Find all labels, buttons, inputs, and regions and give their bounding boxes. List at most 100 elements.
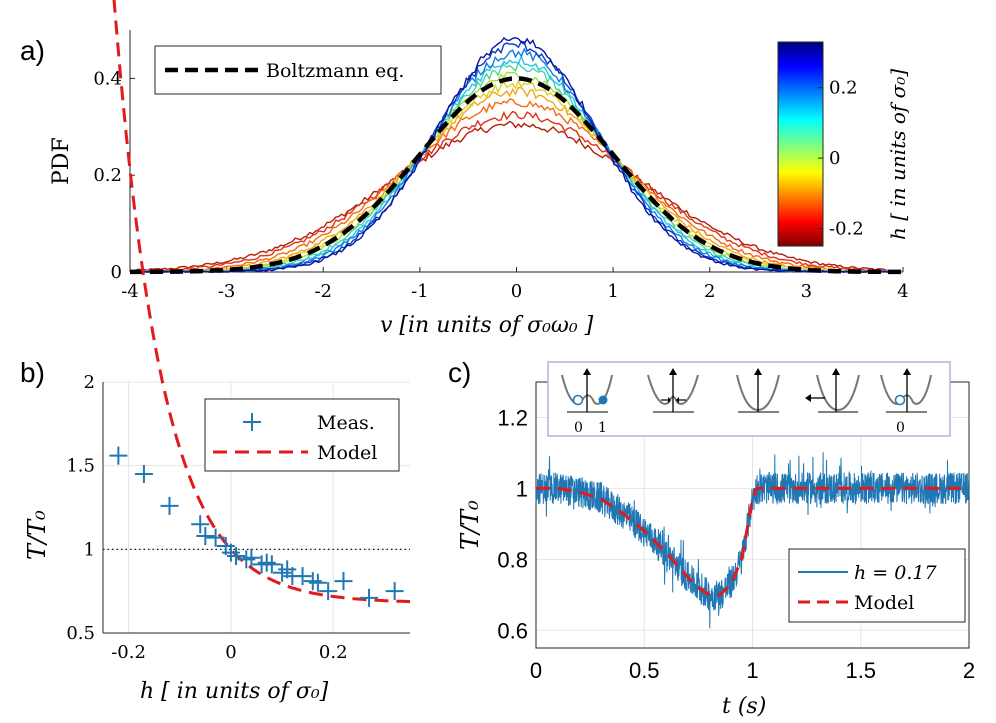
inset-label-0-reset: 0	[896, 420, 905, 436]
panel-a: a) -4 -3 -2 -1 0 1 2 3 4 0 0.2 0.4 v [in units of …	[20, 30, 910, 338]
panel-a-xtick-label: 4	[897, 281, 908, 302]
panel-b-xtick-label: 0	[225, 642, 236, 663]
measurement-point	[242, 548, 261, 567]
panel-a-xtick-label: 1	[607, 281, 618, 302]
panel-b-xtick-label: -0.2	[111, 642, 146, 663]
pdf-curve-h=-0.22	[129, 120, 902, 272]
legend-model-label: Model	[317, 442, 377, 464]
state-0-circle-reset	[894, 394, 906, 406]
panel-c-label: c)	[448, 357, 471, 388]
panel-b-model-curve	[112, 0, 411, 604]
panel-a-legend: Boltzmann eq.	[154, 45, 442, 95]
panel-a-xtick-label: -1	[411, 281, 429, 302]
panel-a-ytick-label: 0.2	[93, 165, 122, 186]
panel-c-xtick-label: 0	[530, 658, 542, 683]
panel-c-ytick-label: 0.8	[497, 547, 528, 572]
measurement-point	[385, 582, 404, 601]
colorbar-gradient	[777, 41, 824, 247]
state-1-circle	[598, 395, 608, 405]
panel-b-measurements	[109, 446, 404, 607]
panel-a-xtick-label: -2	[314, 281, 332, 302]
panel-b: b) -0.2 0 0.2 0.5 1 1.5 2 h [ in units of σ₀]…	[20, 0, 411, 704]
panel-c-xlabel: t (s)	[722, 694, 766, 719]
panel-a-xtick-label: 2	[704, 281, 715, 302]
measurement-point	[262, 555, 281, 574]
panel-b-ytick-label: 1.5	[66, 456, 95, 477]
panel-b-y-ticks: 0.5 1 1.5 2	[66, 372, 95, 644]
panel-a-xtick-label: -3	[218, 281, 236, 302]
panel-c-legend: h = 0.17 Model	[788, 548, 966, 623]
legend-meas-swatch	[243, 413, 261, 431]
inset-double-well-2: 0	[880, 368, 932, 436]
colorbar-tick-label: 0	[829, 148, 840, 169]
measurement-point	[360, 588, 379, 607]
measurement-point	[191, 515, 210, 534]
measurement-point	[319, 582, 338, 601]
panel-b-ytick-label: 2	[84, 372, 95, 393]
panel-c-y-ticks: 0.6 0.8 1 1.2	[497, 405, 528, 643]
legend-meas-label: Meas.	[317, 412, 375, 434]
measurement-point	[334, 572, 353, 591]
panel-b-x-ticks: -0.2 0 0.2	[111, 642, 347, 663]
legend-boltzmann-label: Boltzmann eq.	[266, 60, 404, 82]
panel-c-xtick-label: 0.5	[629, 658, 660, 683]
panel-c-ytick-label: 1.2	[497, 405, 528, 430]
measurement-point	[308, 573, 327, 592]
panel-c-x-ticks: 0 0.5 1 1.5 2	[530, 658, 975, 683]
colorbar-tick-label: 0.2	[829, 78, 858, 99]
protocol-inset-box	[547, 361, 951, 437]
panel-c-ytick-label: 1	[516, 476, 528, 501]
panel-c-xtick-label: 2	[963, 658, 975, 683]
measurement-point	[273, 563, 292, 582]
measurement-point	[303, 572, 322, 591]
panel-a-x-ticks: -4 -3 -2 -1 0 1 2 3 4	[121, 267, 909, 302]
pdf-curve-h=-0.17	[129, 110, 902, 273]
panel-b-legend: Meas. Model	[204, 398, 400, 472]
panel-a-xtick-label: 0	[511, 281, 522, 302]
panel-b-ytick-label: 0.5	[66, 623, 95, 644]
panel-a-xtick-label: -4	[121, 281, 139, 302]
measurement-point	[134, 465, 153, 484]
panel-a-xtick-label: 3	[801, 281, 812, 302]
panel-c: c) 0 0.5 1 1.5 2 0.6 0.8 1 1.2 t (s) T/T₀ 0 1	[448, 357, 975, 719]
colorbar-tick-label: -0.2	[829, 218, 864, 239]
legend-model-c-label: Model	[854, 592, 914, 614]
panel-a-ylabel: PDF	[49, 137, 74, 185]
panel-c-legend-box	[788, 548, 966, 623]
measurement-point	[257, 553, 276, 572]
panel-a-label: a)	[20, 35, 45, 66]
panel-c-xtick-label: 1	[746, 658, 758, 683]
panel-c-measurement-trace	[535, 452, 970, 629]
colorbar: -0.2 0 0.2 h [ in units of σ₀]	[777, 41, 910, 247]
measurement-point	[293, 567, 312, 586]
measurement-point	[227, 547, 246, 566]
inset-label-1: 1	[598, 420, 607, 436]
boltzmann-curve	[130, 76, 903, 275]
panel-c-ylabel: T/T₀	[456, 500, 484, 550]
panel-a-legend-box	[154, 45, 442, 95]
panel-b-xtick-label: 0.2	[319, 642, 348, 663]
panel-b-label: b)	[20, 357, 45, 388]
panel-b-legend-box	[204, 398, 400, 472]
panel-a-y-ticks: 0 0.2 0.4	[93, 68, 135, 283]
panel-c-ytick-label: 0.6	[497, 618, 528, 643]
measurement-point	[237, 550, 256, 569]
legend-h-label: h = 0.17	[854, 562, 937, 584]
pdf-curve-h=-0.12	[129, 98, 902, 273]
panel-c-xtick-label: 1.5	[845, 658, 876, 683]
panel-a-ytick-label: 0	[111, 262, 122, 283]
panel-b-xlabel: h [ in units of σ₀]	[140, 679, 329, 704]
measurement-point	[109, 446, 128, 465]
inset-double-well-1: 0 1	[561, 368, 613, 436]
panel-a-xlabel: v [in units of σ₀ω₀ ]	[380, 313, 594, 338]
protocol-inset: 0 1	[547, 361, 951, 437]
panel-b-ylabel: T/T₀	[23, 510, 51, 560]
panel-c-model-curve	[536, 486, 969, 597]
panel-b-ytick-label: 1	[84, 539, 95, 560]
state-0-circle	[572, 394, 584, 406]
inset-single-well	[736, 368, 780, 413]
inset-barrier-lowering	[647, 368, 699, 413]
measurement-point	[160, 496, 179, 515]
measurement-point	[196, 526, 215, 545]
